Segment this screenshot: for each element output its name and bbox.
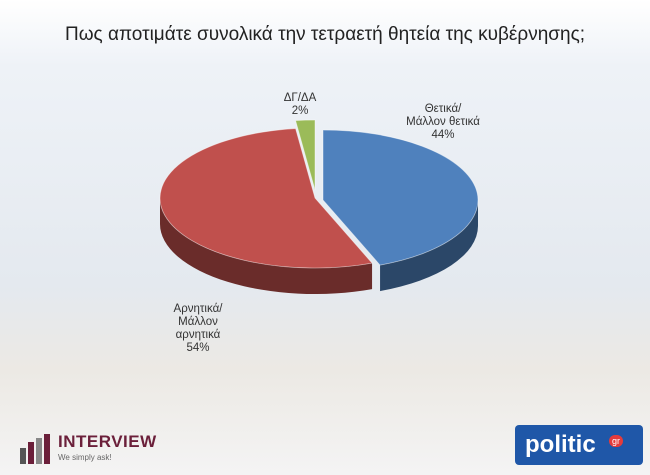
slice-label: Θετικά/Μάλλον θετικά 44% <box>378 103 508 142</box>
value-label: 54% <box>186 342 210 354</box>
slice <box>295 119 316 191</box>
slice <box>159 128 373 269</box>
category-label: ΔΓ/ΔΑ <box>283 92 317 104</box>
slice <box>322 129 479 266</box>
interview-name: INTERVIEW <box>58 432 157 451</box>
category-label: Αρνητικά/Μάλλον αρνητικά <box>173 303 223 341</box>
politic-suffix: gr <box>609 435 624 447</box>
slice-label: ΔΓ/ΔΑ 2% <box>245 92 355 118</box>
politic-name: politic <box>525 431 596 458</box>
value-label: 2% <box>291 105 309 117</box>
politic-logo: politic gr <box>515 425 643 465</box>
value-label: 44% <box>431 129 455 141</box>
interview-tagline: We simply ask! <box>58 453 112 462</box>
slice-side <box>160 198 373 294</box>
chart-title: Πως αποτιμάτε συνολικά την τετραετή θητε… <box>64 24 586 45</box>
slice-side <box>380 200 478 292</box>
interview-icon <box>20 434 50 464</box>
slice-label: Αρνητικά/Μάλλον αρνητικά 54% <box>133 303 263 355</box>
category-label: Θετικά/Μάλλον θετικά <box>406 103 480 128</box>
